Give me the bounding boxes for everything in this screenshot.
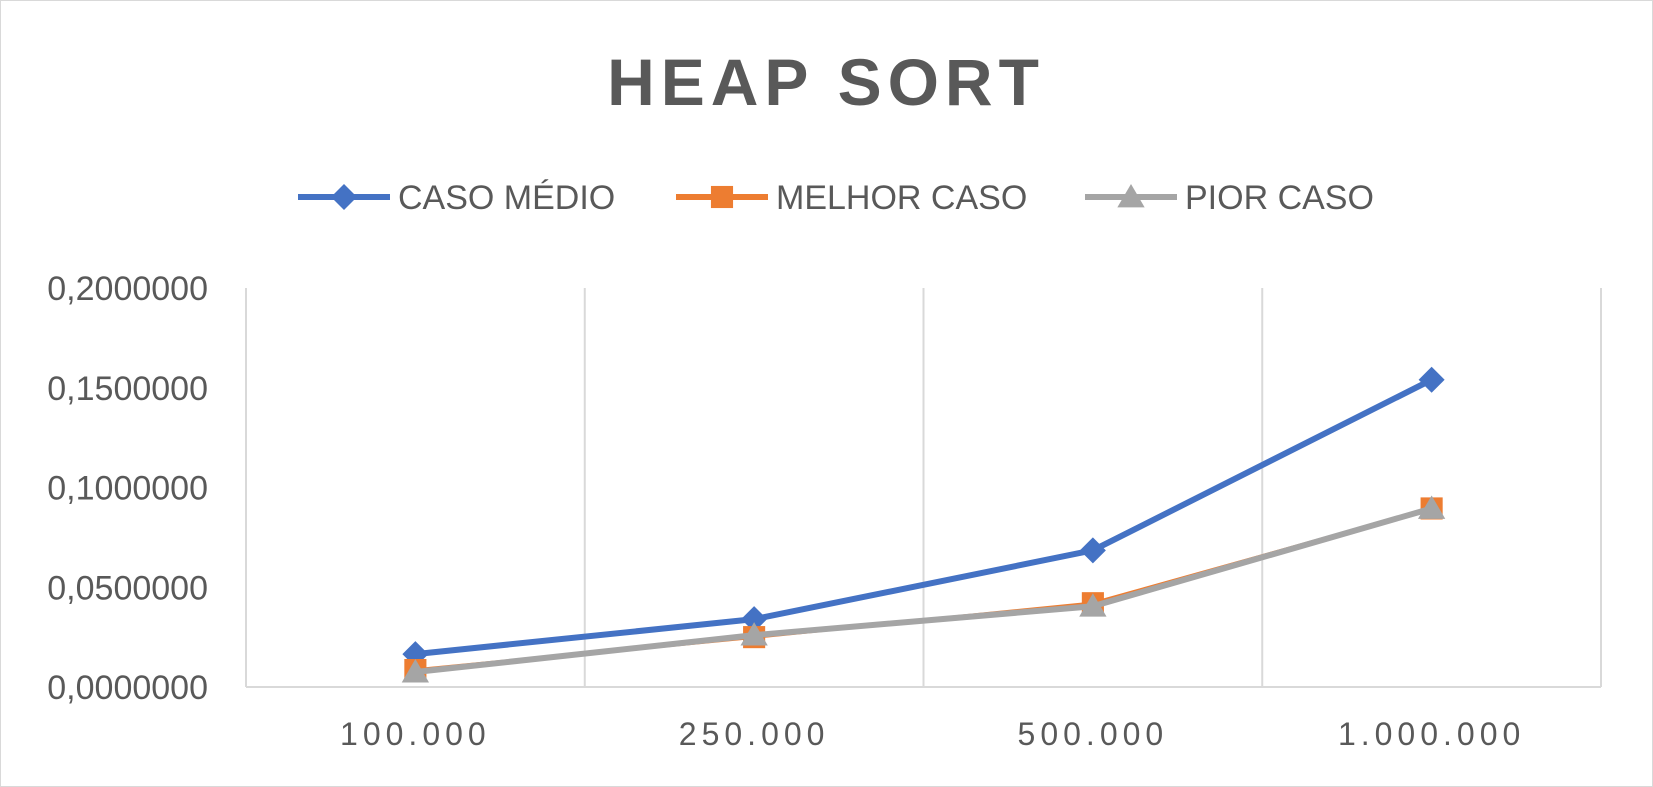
data-point-triangle: [740, 622, 768, 646]
series-2: [401, 495, 1446, 683]
y-tick-label: 0,0000000: [47, 669, 208, 707]
y-tick-label: 0,1500000: [47, 370, 208, 408]
legend-label: MELHOR CASO: [776, 179, 1027, 217]
data-point-triangle: [1117, 184, 1145, 208]
x-tick-label: 250.000: [679, 716, 830, 752]
x-axis-ticks: 100.000 250.000 500.000 1.000.000: [340, 716, 1525, 752]
y-tick-label: 0,0500000: [47, 569, 208, 607]
x-tick-label: 500.000: [1018, 716, 1169, 752]
data-point-triangle: [1079, 593, 1107, 617]
data-point-triangle: [1417, 495, 1446, 519]
series-line: [415, 377, 1433, 658]
data-point-square: [710, 185, 734, 209]
chart-title: HEAP SORT: [607, 45, 1045, 119]
data-point-diamond: [1418, 366, 1445, 393]
data-point-triangle: [401, 659, 430, 683]
legend-label: CASO MÉDIO: [398, 179, 615, 217]
legend-item: MELHOR CASO: [676, 179, 1027, 217]
legend: CASO MÉDIO MELHOR CASO PIOR CASO: [298, 179, 1374, 217]
data-point-diamond: [331, 184, 357, 210]
legend-item: CASO MÉDIO: [298, 179, 615, 217]
gridlines: [245, 288, 1602, 688]
legend-label: PIOR CASO: [1185, 179, 1374, 217]
y-axis-ticks: 0,0000000 0,0500000 0,1000000 0,1500000 0,20…: [47, 270, 208, 707]
series-line: [415, 505, 1433, 676]
legend-item: PIOR CASO: [1085, 179, 1374, 217]
series-layer: [401, 366, 1446, 683]
y-tick-label: 0,1000000: [47, 470, 208, 508]
x-tick-label: 1.000.000: [1338, 716, 1525, 752]
data-point-diamond: [1079, 537, 1106, 564]
x-tick-label: 100.000: [340, 716, 491, 752]
data-point-diamond: [741, 606, 768, 633]
y-tick-label: 0,2000000: [47, 270, 208, 308]
